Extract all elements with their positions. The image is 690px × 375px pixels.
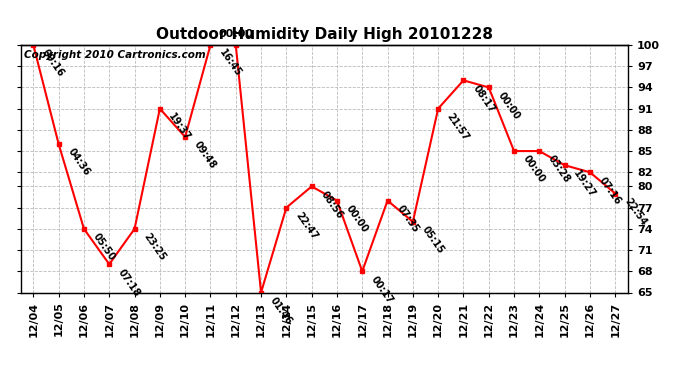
Text: Copyright 2010 Cartronics.com: Copyright 2010 Cartronics.com [23, 50, 206, 60]
Text: 21:57: 21:57 [445, 111, 471, 142]
Text: 09:16: 09:16 [40, 48, 66, 79]
Text: 19:37: 19:37 [167, 111, 193, 142]
Text: 09:48: 09:48 [192, 140, 218, 171]
Text: 16:45: 16:45 [217, 48, 244, 79]
Text: 08:56: 08:56 [319, 189, 344, 220]
Text: 01:46: 01:46 [268, 295, 294, 326]
Title: Outdoor Humidity Daily High 20101228: Outdoor Humidity Daily High 20101228 [156, 27, 493, 42]
Text: 03:28: 03:28 [546, 154, 572, 185]
Text: 04:36: 04:36 [66, 147, 92, 178]
Text: 07:18: 07:18 [116, 267, 142, 298]
Text: 00:00: 00:00 [495, 90, 522, 122]
Text: 19:27: 19:27 [571, 168, 598, 199]
Text: 07:35: 07:35 [395, 203, 420, 234]
Text: 22:54: 22:54 [622, 196, 648, 227]
Text: 00:00: 00:00 [344, 203, 370, 234]
Text: 05:50: 05:50 [91, 232, 117, 263]
Text: 22:47: 22:47 [293, 210, 319, 242]
Text: 00:00: 00:00 [521, 154, 547, 185]
Text: 08:17: 08:17 [471, 83, 496, 114]
Text: 05:15: 05:15 [420, 225, 446, 256]
Text: 07:16: 07:16 [597, 175, 623, 206]
Text: 00:17: 00:17 [369, 274, 395, 305]
Text: 23:25: 23:25 [141, 232, 168, 263]
Text: 00:00: 00:00 [218, 30, 253, 39]
